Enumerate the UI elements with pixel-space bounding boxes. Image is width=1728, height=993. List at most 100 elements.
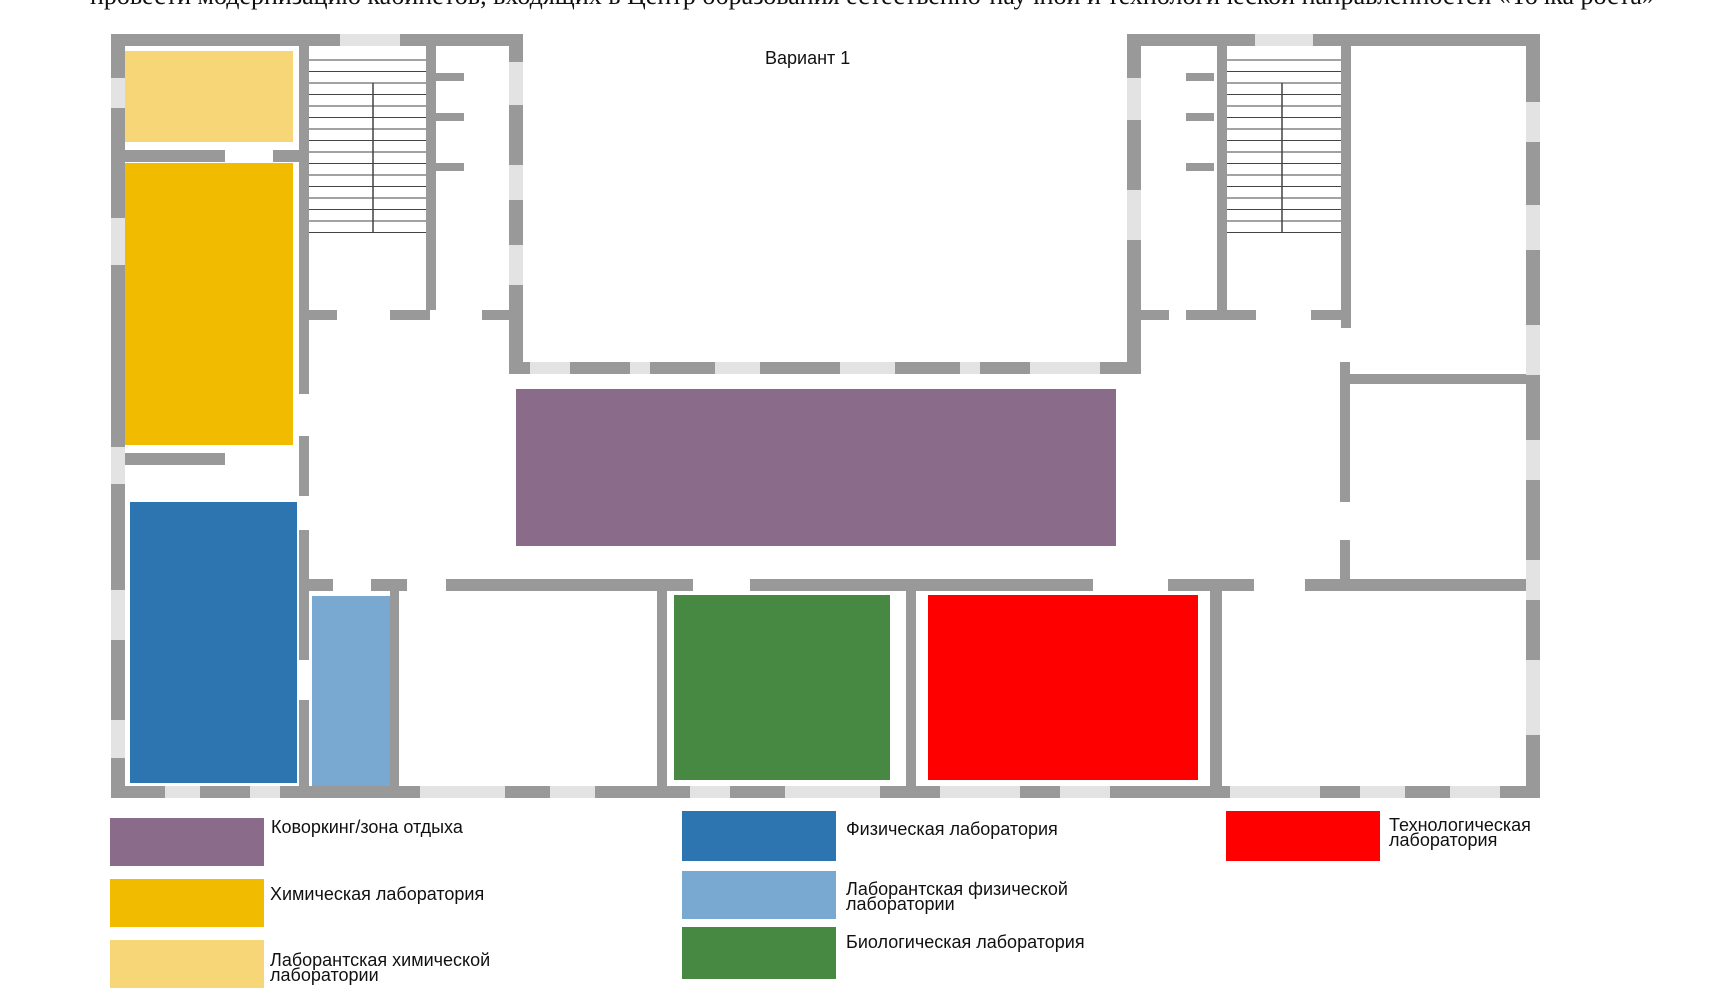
window-bottom-9 — [1360, 786, 1405, 798]
plan-title: Вариант 1 — [765, 48, 851, 68]
window-left-0 — [111, 78, 125, 108]
legend-label-chem-prep-line2: лаборатории — [270, 965, 379, 985]
wall-stair-l-3 — [482, 310, 509, 320]
wall-corr-5 — [1168, 579, 1254, 591]
window-right-4 — [1526, 560, 1540, 600]
window-bottom-2 — [420, 786, 505, 798]
legend-label-bio-lab: Биологическая лаборатория — [846, 932, 1085, 952]
window-right-0 — [1526, 102, 1540, 142]
wall-right-room-top — [1343, 374, 1526, 384]
wall-corr-1 — [309, 579, 333, 591]
wall-corr-3 — [446, 579, 693, 591]
wall-court-left — [509, 34, 523, 374]
window-court-right-0 — [1127, 78, 1141, 120]
window-left-2 — [111, 447, 125, 484]
window-top-right — [1255, 34, 1313, 46]
room-phys-prep — [312, 596, 392, 788]
window-left-3 — [111, 590, 125, 640]
window-court-left-1 — [509, 165, 523, 200]
window-court-bottom-2 — [715, 362, 760, 374]
wall-stair-r-1 — [1141, 310, 1169, 320]
room-tech-lab — [928, 595, 1198, 780]
wall-right-room-side-2 — [1340, 540, 1350, 580]
window-court-left-0 — [509, 62, 523, 105]
stairs-layer — [309, 59, 1341, 233]
legend-swatch-coworking — [110, 818, 264, 866]
window-top-left — [340, 34, 400, 46]
window-right-2 — [1526, 325, 1540, 375]
wall-div-2 — [657, 591, 667, 788]
wall-left-corridor-4 — [299, 700, 309, 788]
window-court-bottom-5 — [1030, 362, 1100, 374]
legend-label-phys-prep-line2: лаборатории — [846, 894, 955, 914]
wall-stair-l-step3 — [436, 163, 464, 171]
top-text: провести модернизацию кабинетов, входящи… — [90, 0, 1655, 10]
window-bottom-10 — [1450, 786, 1500, 798]
cut-off-top-text: провести модернизацию кабинетов, входящи… — [90, 0, 1728, 14]
wall-stair-l-step2 — [436, 113, 464, 121]
window-left-1 — [111, 218, 125, 265]
window-bottom-4 — [690, 786, 730, 798]
legend-swatch-chem-lab — [110, 879, 264, 927]
window-bottom-3 — [550, 786, 595, 798]
wall-stair-r-step1 — [1186, 73, 1214, 81]
legend-label-tech-lab: Технологическая лаборатория — [1389, 815, 1531, 850]
window-bottom-1 — [250, 786, 280, 798]
window-court-right-1 — [1127, 190, 1141, 240]
wall-div-4 — [1210, 591, 1222, 788]
window-right-1 — [1526, 205, 1540, 250]
window-bottom-7 — [1060, 786, 1110, 798]
legend-label-chem-lab-line1: Химическая лаборатория — [270, 884, 485, 904]
legend-label-chem-lab: Химическая лаборатория — [270, 884, 485, 904]
wall-stair-l-1 — [309, 310, 337, 320]
wall-left-corridor — [299, 46, 309, 394]
window-bottom-8 — [1230, 786, 1320, 798]
wall-corr-6 — [1305, 579, 1526, 591]
wall-outer-left — [111, 34, 125, 798]
legend-label-chem-prep: Лаборантская химической лаборатории — [270, 950, 491, 985]
window-bottom-6 — [940, 786, 1020, 798]
legend-swatch-phys-lab — [682, 811, 836, 861]
room-chem-prep — [125, 51, 293, 142]
wall-stair-l-side — [426, 46, 436, 310]
room-coworking — [516, 389, 1116, 546]
wall-stair-r-3 — [1311, 310, 1341, 320]
legend-label-tech-lab-line2: лаборатория — [1389, 830, 1498, 850]
wall-chem-top-r — [273, 150, 299, 162]
legend-label-tech-lab-line1: Технологическая — [1389, 815, 1531, 835]
legend-label-phys-prep: Лаборантская физической лаборатории — [846, 879, 1068, 914]
room-chem-lab — [125, 163, 293, 445]
wall-div-3 — [906, 591, 916, 788]
wall-stair-r-side — [1217, 46, 1227, 310]
legend-label-phys-lab-line1: Физическая лаборатория — [846, 819, 1058, 839]
window-court-left-2 — [509, 245, 523, 285]
wall-court-bottom — [509, 362, 1141, 374]
wall-left-corridor-3 — [299, 530, 309, 660]
room-phys-lab — [130, 502, 297, 783]
legend-label-phys-prep-line1: Лаборантская физической — [846, 879, 1068, 899]
wall-stair-r-side2 — [1341, 46, 1351, 328]
legend-swatch-bio-lab — [682, 927, 836, 979]
window-court-bottom-1 — [630, 362, 650, 374]
wall-top-left — [111, 34, 523, 46]
window-right-5 — [1526, 660, 1540, 735]
window-court-bottom-0 — [530, 362, 570, 374]
window-left-4 — [111, 720, 125, 758]
wall-stair-r-step3 — [1186, 163, 1214, 171]
legend-swatch-chem-prep — [110, 940, 264, 988]
legend-label-coworking-line1: Коворкинг/зона отдыха — [271, 817, 463, 837]
windows-layer — [111, 34, 1540, 798]
wall-chem-bottom — [125, 453, 225, 465]
wall-corr-4 — [750, 579, 1093, 591]
rooms-layer — [125, 51, 1198, 788]
wall-stair-r-2 — [1186, 310, 1256, 320]
wall-top-right — [1127, 34, 1540, 46]
wall-chem-top — [125, 150, 225, 162]
legend-label-chem-prep-line1: Лаборантская химической — [270, 950, 491, 970]
window-right-3 — [1526, 440, 1540, 480]
wall-div-1 — [390, 591, 399, 788]
legend-label-phys-lab: Физическая лаборатория — [846, 819, 1058, 839]
wall-left-corridor-2 — [299, 436, 309, 496]
legend-label-bio-lab-line1: Биологическая лаборатория — [846, 932, 1085, 952]
